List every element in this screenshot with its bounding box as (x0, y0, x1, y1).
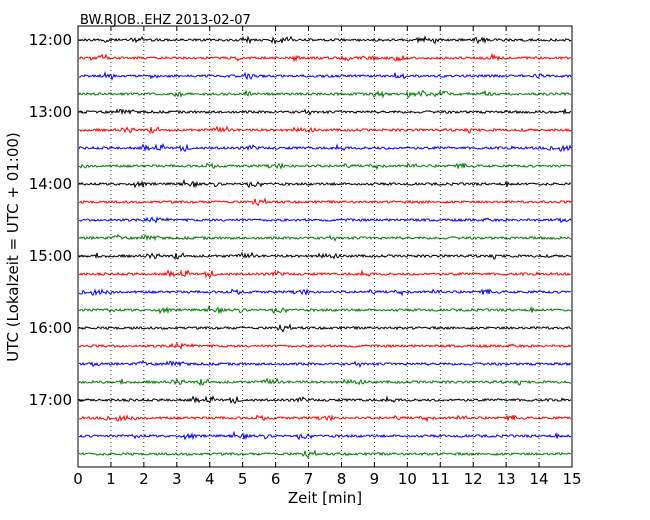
trace-line (78, 342, 572, 350)
y-tick-label: 16:00 (29, 319, 72, 337)
x-tick-label: 14 (530, 470, 549, 488)
x-tick-label: 11 (431, 470, 450, 488)
trace-group (78, 35, 572, 459)
trace-line (78, 269, 572, 279)
x-tick-label: 5 (238, 470, 248, 488)
y-tick-label: 15:00 (29, 247, 72, 265)
x-tick-label: 4 (205, 470, 215, 488)
x-tick-label: 6 (271, 470, 281, 488)
trace-line (78, 449, 572, 459)
trace-line (78, 35, 572, 45)
trace-line (78, 323, 572, 333)
x-tick-label: 0 (73, 470, 83, 488)
trace-line (78, 125, 572, 135)
x-tick-label: 7 (304, 470, 314, 488)
x-tick-label: 1 (106, 470, 116, 488)
trace-line (78, 216, 572, 224)
trace-line (78, 288, 572, 297)
x-tick-label: 2 (139, 470, 149, 488)
trace-line (78, 395, 572, 405)
x-tick-label: 13 (497, 470, 516, 488)
trace-line (78, 89, 572, 99)
trace-line (78, 143, 572, 153)
x-tick-label: 9 (370, 470, 380, 488)
x-gridlines (110, 26, 540, 467)
trace-line (78, 70, 572, 82)
trace-line (78, 197, 572, 207)
trace-line (78, 430, 572, 441)
y-tick-label: 12:00 (29, 31, 72, 49)
trace-line (78, 304, 572, 315)
trace-line (78, 52, 572, 63)
trace-line (78, 162, 572, 171)
y-axis-label: UTC (Lokalzeit = UTC + 01:00) (4, 132, 22, 362)
trace-line (78, 414, 572, 423)
y-ticks: 12:00 13:00 14:00 15:00 16:00 17:00 (29, 31, 83, 409)
x-ticks: 0 1 2 3 4 5 6 7 8 9 10 11 12 13 14 15 (73, 26, 582, 488)
y-tick-label: 14:00 (29, 175, 72, 193)
trace-line (78, 377, 572, 387)
x-tick-label: 8 (337, 470, 347, 488)
plot-frame (77, 25, 573, 468)
trace-line (78, 178, 572, 189)
x-tick-label: 12 (464, 470, 483, 488)
y-tick-label: 17:00 (29, 391, 72, 409)
trace-line (78, 251, 572, 261)
x-tick-label: 3 (172, 470, 182, 488)
x-axis-label: Zeit [min] (288, 489, 362, 507)
x-tick-label: 10 (398, 470, 417, 488)
y-tick-label: 13:00 (29, 103, 72, 121)
trace-line (78, 108, 572, 116)
trace-line (78, 233, 572, 242)
x-tick-label: 15 (562, 470, 581, 488)
chart-title: BW.RJOB..EHZ 2013-02-07 (80, 13, 251, 28)
trace-line (78, 359, 572, 368)
